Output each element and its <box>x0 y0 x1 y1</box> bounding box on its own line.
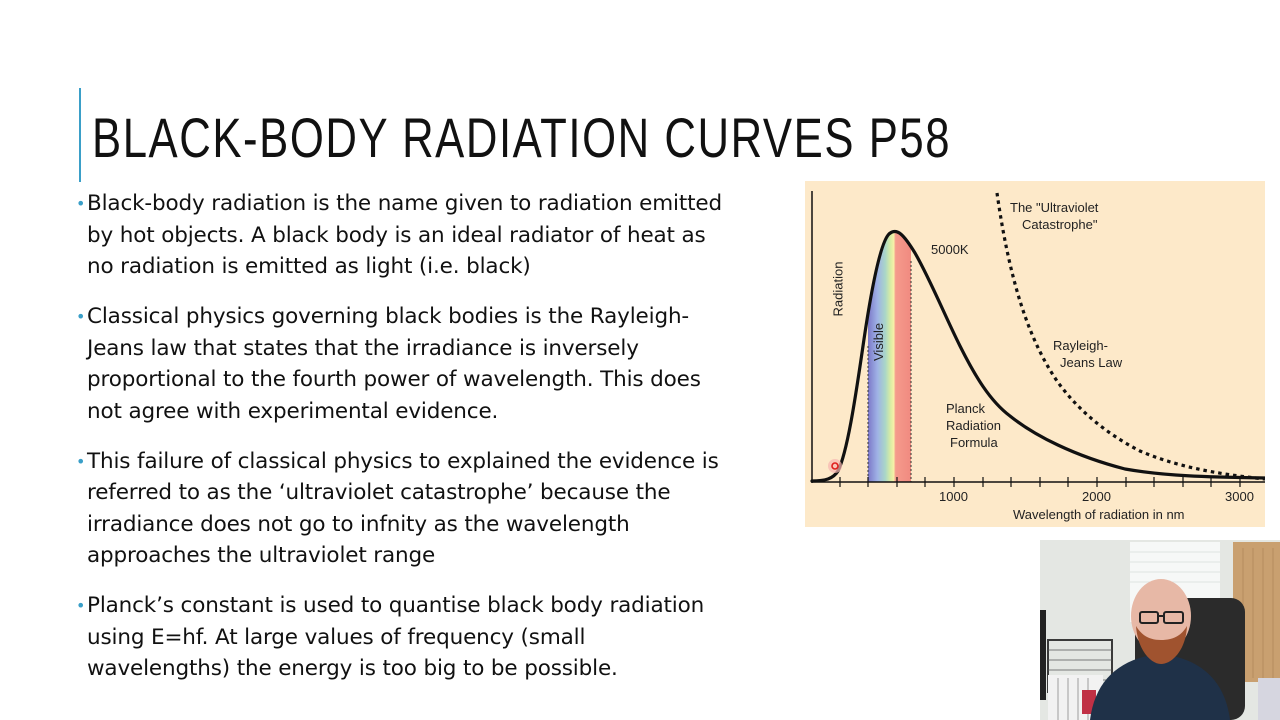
presenter-webcam <box>1040 540 1280 720</box>
bullet-line: approaches the ultraviolet range <box>87 543 436 568</box>
rayleigh-label-line1: Rayleigh- <box>1053 338 1108 353</box>
bullet-item: • This failure of classical physics to e… <box>76 446 806 572</box>
bullet-dot-icon: • <box>76 451 86 471</box>
planck-curve <box>810 229 1265 483</box>
bullet-line: using E=hf. At large values of frequency… <box>87 624 586 650</box>
planck-label-line1: Planck <box>946 401 986 416</box>
cursor-highlight <box>828 459 842 473</box>
bullet-line: irradiance does not go to infnity as the… <box>87 511 630 537</box>
bullet-line: Jeans law that states that the irradianc… <box>87 335 639 361</box>
bullet-line: no radiation is emitted as light (i.e. b… <box>87 254 531 279</box>
bullet-line: wavelengths) the energy is too big to be… <box>87 656 618 681</box>
tick-label-1000: 1000 <box>939 489 968 504</box>
uv-catastrophe-label-line1: The "Ultraviolet <box>1010 200 1099 215</box>
bullet-list: • Black-body radiation is the name given… <box>76 188 806 703</box>
bullet-line: by hot objects. A black body is an ideal… <box>87 222 706 248</box>
bullet-line: Classical physics governing black bodies… <box>87 304 690 329</box>
tick-label-2000: 2000 <box>1082 489 1111 504</box>
bullet-dot-icon: • <box>76 307 86 326</box>
y-axis-label: Radiation <box>830 261 846 317</box>
title-accent-line <box>79 88 81 182</box>
temperature-label: 5000K <box>931 242 969 257</box>
bullet-dot-icon: • <box>76 596 86 615</box>
webcam-scene <box>1040 540 1280 720</box>
bullet-line: Planck’s constant is used to quantise bl… <box>87 593 705 618</box>
bullet-item: • Classical physics governing black bodi… <box>76 301 806 427</box>
bullet-line: Black-body radiation is the name given t… <box>87 191 723 216</box>
bullet-dot-icon: • <box>76 194 86 213</box>
chart-svg <box>810 191 1265 487</box>
visible-label-text: Visible <box>871 322 886 361</box>
x-axis-ticks <box>839 477 1241 487</box>
bullet-item: • Planck’s constant is used to quantise … <box>76 590 806 685</box>
bullet-line: referred to as the ‘ultraviolet catastro… <box>87 480 671 505</box>
uv-catastrophe-label-line2: Catastrophe" <box>1022 217 1098 232</box>
bullet-line: This failure of classical physics to exp… <box>87 448 719 474</box>
bullet-line: proportional to the fourth power of wave… <box>87 367 701 392</box>
x-axis-label: Wavelength of radiation in nm <box>1013 507 1185 522</box>
rayleigh-label-line2: Jeans Law <box>1060 355 1123 370</box>
cursor-marker-icon <box>831 462 839 470</box>
bullet-line: not agree with experimental evidence. <box>87 398 499 424</box>
tick-label-3000: 3000 <box>1225 489 1254 504</box>
planck-label-line3: Formula <box>950 435 998 450</box>
rayleigh-jeans-curve <box>995 192 1265 481</box>
planck-label-line2: Radiation <box>946 418 1001 433</box>
visible-label: Visible <box>871 323 887 361</box>
blackbody-chart: Radiation Visible 5000K The "Ultraviolet… <box>805 181 1265 527</box>
slide-title: BLACK-BODY RADIATION CURVES P58 <box>92 106 952 169</box>
bullet-item: • Black-body radiation is the name given… <box>76 188 806 283</box>
